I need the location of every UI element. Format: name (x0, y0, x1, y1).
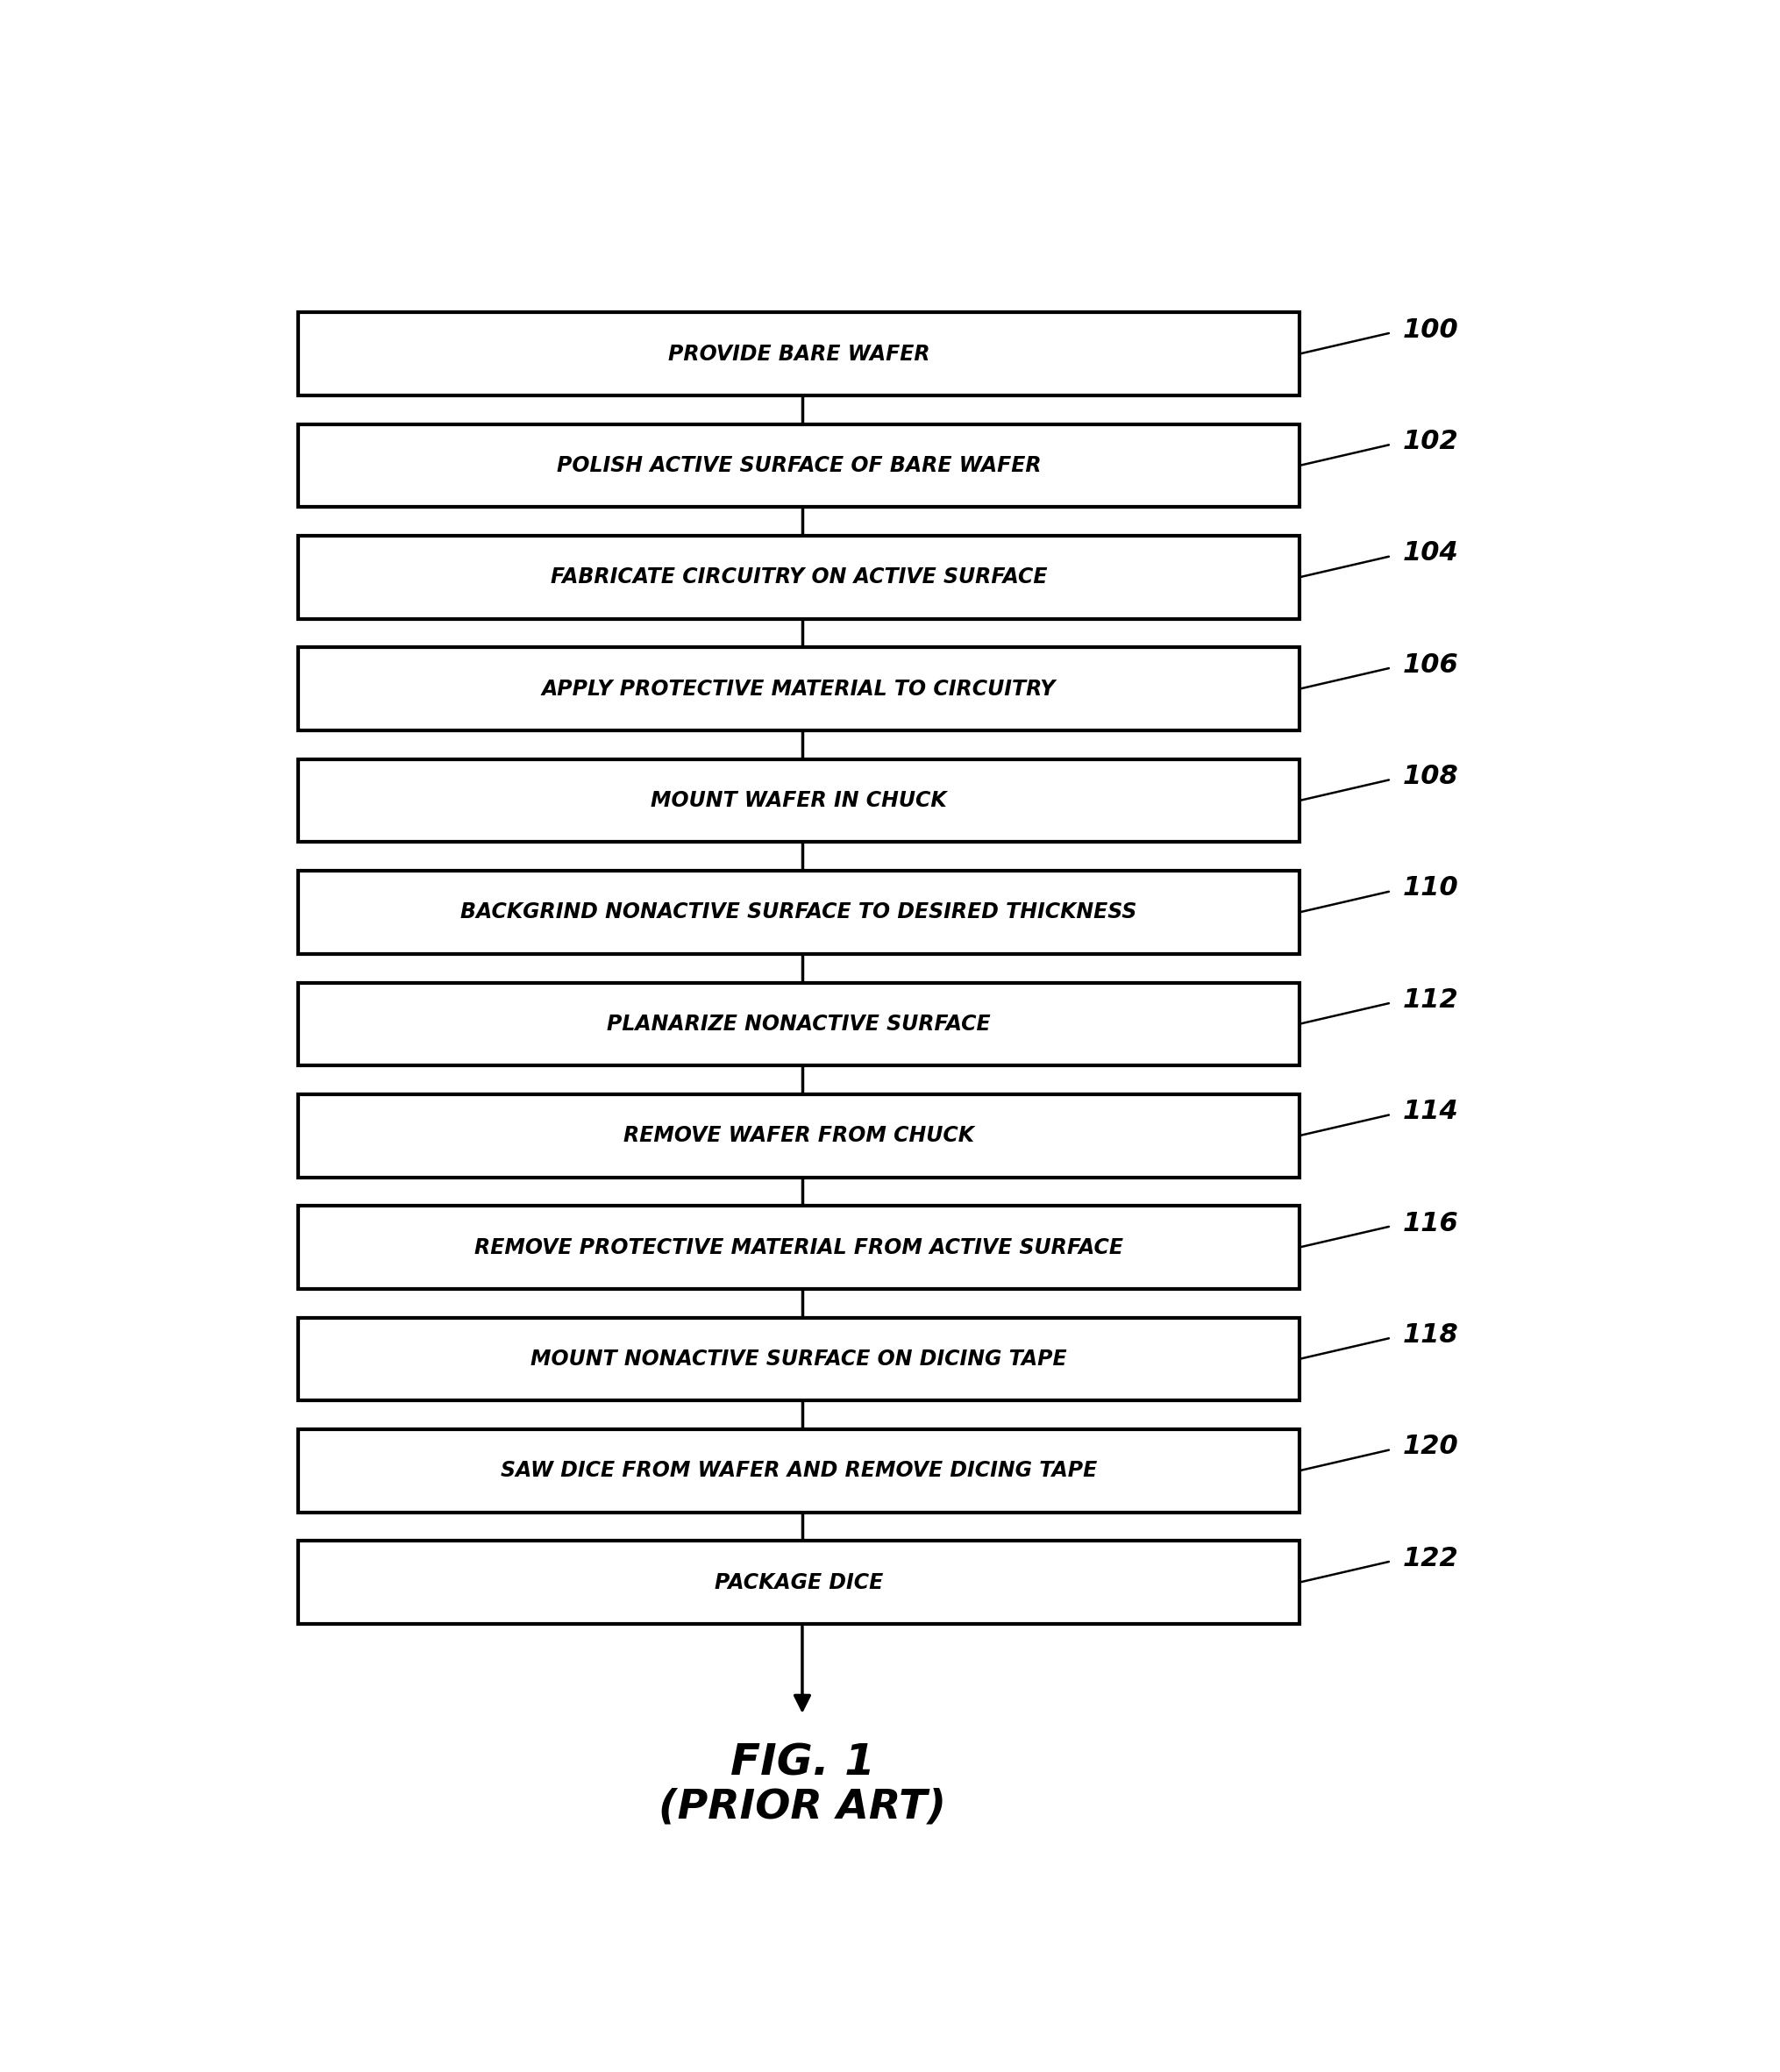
Bar (299, 1206, 1299, 1289)
Text: 118: 118 (1403, 1322, 1458, 1347)
Text: 114: 114 (1403, 1098, 1458, 1125)
Text: POLISH ACTIVE SURFACE OF BARE WAFER: POLISH ACTIVE SURFACE OF BARE WAFER (557, 456, 1041, 477)
Text: 112: 112 (1403, 986, 1458, 1013)
Bar (299, 646, 1299, 731)
Text: SAW DICE FROM WAFER AND REMOVE DICING TAPE: SAW DICE FROM WAFER AND REMOVE DICING TA… (500, 1461, 1096, 1481)
Text: 120: 120 (1403, 1434, 1458, 1459)
Text: PLANARIZE NONACTIVE SURFACE: PLANARIZE NONACTIVE SURFACE (607, 1013, 990, 1034)
Text: BACKGRIND NONACTIVE SURFACE TO DESIRED THICKNESS: BACKGRIND NONACTIVE SURFACE TO DESIRED T… (461, 901, 1136, 922)
Text: PACKAGE DICE: PACKAGE DICE (714, 1573, 883, 1593)
Text: FIG. 1: FIG. 1 (730, 1743, 874, 1784)
Text: 110: 110 (1403, 876, 1458, 901)
Text: REMOVE PROTECTIVE MATERIAL FROM ACTIVE SURFACE: REMOVE PROTECTIVE MATERIAL FROM ACTIVE S… (473, 1237, 1123, 1258)
Text: 102: 102 (1403, 429, 1458, 454)
Text: APPLY PROTECTIVE MATERIAL TO CIRCUITRY: APPLY PROTECTIVE MATERIAL TO CIRCUITRY (541, 678, 1056, 700)
Bar (299, 537, 1299, 620)
Bar (299, 982, 1299, 1065)
Bar (299, 1542, 1299, 1624)
Bar (299, 1430, 1299, 1513)
Text: MOUNT WAFER IN CHUCK: MOUNT WAFER IN CHUCK (650, 789, 947, 810)
Bar (299, 1318, 1299, 1401)
Bar (299, 870, 1299, 953)
Text: MOUNT NONACTIVE SURFACE ON DICING TAPE: MOUNT NONACTIVE SURFACE ON DICING TAPE (530, 1349, 1066, 1370)
Text: 108: 108 (1403, 765, 1458, 789)
Text: 116: 116 (1403, 1210, 1458, 1237)
Bar (299, 425, 1299, 508)
Bar (299, 313, 1299, 396)
Text: (PRIOR ART): (PRIOR ART) (659, 1788, 945, 1828)
Bar (299, 758, 1299, 841)
Text: 122: 122 (1403, 1546, 1458, 1571)
Text: 104: 104 (1403, 541, 1458, 566)
Text: 106: 106 (1403, 653, 1458, 678)
Text: REMOVE WAFER FROM CHUCK: REMOVE WAFER FROM CHUCK (623, 1125, 974, 1146)
Text: PROVIDE BARE WAFER: PROVIDE BARE WAFER (668, 344, 929, 365)
Text: FABRICATE CIRCUITRY ON ACTIVE SURFACE: FABRICATE CIRCUITRY ON ACTIVE SURFACE (550, 568, 1047, 588)
Text: 100: 100 (1403, 317, 1458, 342)
Bar (299, 1094, 1299, 1177)
